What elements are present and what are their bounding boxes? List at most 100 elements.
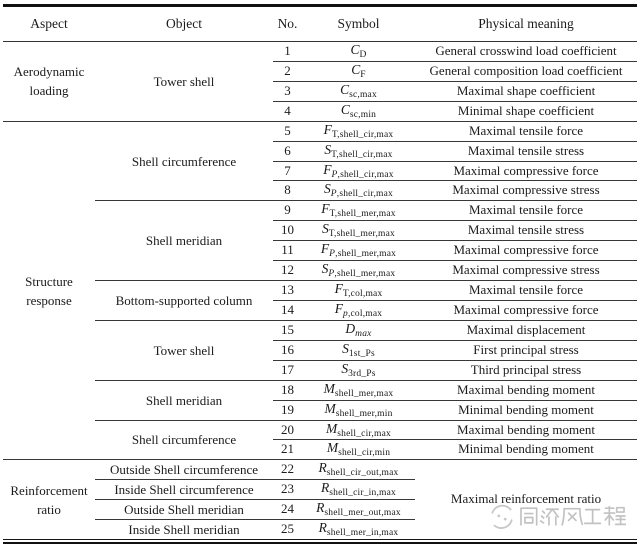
symbol: FP,shell_mer,max: [302, 240, 415, 261]
symbol-subscript: sc,min: [349, 109, 377, 120]
meaning-cell: Maximal bending moment: [415, 419, 637, 440]
aspect-cell: Reinforcement ratio: [3, 459, 95, 540]
meaning-cell: Maximal tensile force: [415, 280, 637, 301]
object-cell: Tower shell: [153, 73, 215, 89]
symbol: Fp,col,max: [302, 299, 415, 321]
table-row: 3 Csc,max Maximal shape coefficient: [3, 80, 637, 102]
table-row: 19 Mshell_mer,min Minimal bending moment: [3, 399, 637, 421]
row-number: 19: [273, 399, 302, 421]
table-row: 6 ST,shell_cir,max Maximal tensile stress: [3, 140, 637, 162]
symbol-base: F: [320, 241, 330, 257]
table-row: 21 Mshell_cir,min Minimal bending moment: [3, 439, 637, 460]
symbol-subscript: 1st_Ps: [348, 348, 375, 359]
symbol-subscript: shell_mer_out,max: [324, 508, 401, 519]
table-header: Aspect Object No. Symbol Physical meanin…: [3, 5, 637, 42]
row-number: 21: [273, 439, 302, 460]
table-row: 4 Csc,min Minimal shape coefficient: [3, 100, 637, 122]
symbol-base: R: [318, 460, 327, 476]
table-row: Structure response Shell circumference 5 FT…: [3, 120, 637, 460]
symbol-subscript-italic: P: [329, 249, 336, 260]
symbol: FT,shell_cir,max: [302, 120, 415, 142]
symbol-subscript: F: [360, 69, 366, 80]
aspect-cell: Structure response: [3, 120, 95, 460]
symbol-base: F: [321, 201, 330, 217]
symbol-base: M: [323, 380, 335, 396]
object-cell: Outside Shell meridian: [95, 499, 273, 520]
symbol-base: R: [316, 500, 325, 516]
symbol-base: S: [342, 340, 349, 356]
symbol-base: F: [334, 281, 343, 297]
table-body: Aerodynamic loading Tower shell 1 CD General…: [3, 42, 637, 540]
header-no: No.: [273, 5, 302, 42]
symbol: ST,shell_mer,max: [302, 220, 415, 241]
meaning-cell: Maximal tensile force: [415, 200, 637, 221]
table-row: 10 ST,shell_mer,max Maximal tensile stress: [3, 220, 637, 241]
symbol-subscript-italic: p: [342, 308, 348, 319]
symbol-subscript: shell_mer,max: [334, 388, 394, 399]
table-row: Bottom-supported column 13 FT,col,max Maxim…: [3, 280, 637, 321]
row-number: 3: [273, 80, 302, 102]
symbol-base: S: [323, 181, 331, 197]
symbol-subscript: shell_mer,min: [335, 408, 393, 419]
symbols-table: Aspect Object No. Symbol Physical meanin…: [3, 4, 637, 540]
symbol-subscript: T,col,max: [342, 289, 383, 300]
table-row: Shell meridian 18 Mshell_mer,max Maximal be…: [3, 379, 637, 421]
meaning-cell: Maximal displacement: [415, 319, 637, 341]
object-cell: Shell meridian: [95, 200, 273, 281]
header-object: Object: [95, 5, 273, 42]
table-row: 7 FP,shell_cir,max Maximal compressive for…: [3, 160, 637, 181]
symbol-base: R: [320, 480, 330, 496]
symbol: ST,shell_cir,max: [302, 140, 415, 162]
table-row: Inside Shell circumference 23 Rshell_cir_i…: [3, 479, 637, 500]
row-number: 22: [273, 459, 302, 480]
symbol: Mshell_mer,min: [302, 399, 415, 421]
table-row: 11 FP,shell_mer,max Maximal compressive fo…: [3, 240, 637, 261]
symbol-subscript-italic: P: [328, 269, 335, 280]
symbol: Rshell_cir_in,max: [302, 479, 415, 500]
symbol-subscript-italic: P: [331, 169, 338, 180]
symbol: Mshell_cir,max: [302, 419, 415, 440]
symbol-base: M: [324, 400, 336, 416]
header-row: Aspect Object No. Symbol Physical meanin…: [3, 5, 637, 42]
object-cell: Inside Shell circumference: [95, 479, 273, 500]
object-cell: Inside Shell meridian: [95, 519, 273, 540]
symbol-subscript: T,shell_mer,max: [329, 209, 396, 220]
row-number: 20: [273, 419, 302, 440]
symbol-subscript: ,shell_mer,max: [335, 249, 397, 260]
symbol: FT,shell_mer,max: [302, 200, 415, 221]
row-number: 7: [273, 160, 302, 181]
row-number: 1: [284, 42, 291, 58]
symbol: Rshell_mer_in,max: [302, 519, 415, 540]
meaning-cell: Minimal bending moment: [415, 399, 637, 421]
symbol-subscript: ,col,max: [347, 308, 383, 319]
symbol-base: D: [345, 320, 356, 336]
symbol-subscript: 3rd_Ps: [348, 368, 376, 379]
symbol: SP,shell_cir,max: [302, 180, 415, 201]
symbol-subscript: T,shell_cir,max: [331, 149, 393, 160]
row-number: 15: [273, 319, 302, 341]
row-number: 18: [273, 379, 302, 401]
symbol-subscript: T,shell_mer,max: [328, 229, 396, 240]
meaning-cell-merged: Maximal reinforcement ratio: [415, 459, 637, 540]
symbol: Rshell_cir_out,max: [302, 459, 415, 480]
table-row: 8 SP,shell_cir,max Maximal compressive str…: [3, 180, 637, 201]
symbol-subscript-italic: P: [330, 189, 337, 200]
header-aspect: Aspect: [3, 5, 95, 42]
row-number: 13: [273, 280, 302, 301]
symbol: S3rd_Ps: [302, 359, 415, 381]
table-row: Shell circumference 20 Mshell_cir,max Maxim…: [3, 419, 637, 460]
meaning-cell: Maximal tensile stress: [415, 220, 637, 241]
symbol-subscript: shell_mer_in,max: [326, 528, 399, 539]
row-number: 12: [273, 260, 302, 281]
object-cell: Bottom-supported column: [95, 280, 273, 321]
symbol: Mshell_cir,min: [302, 439, 415, 460]
row-number: 23: [273, 479, 302, 500]
symbol-base: C: [340, 81, 350, 97]
paper-table: Aspect Object No. Symbol Physical meanin…: [3, 4, 637, 545]
symbol: CF: [302, 60, 415, 82]
table-row: Reinforcement ratio Outside Shell circumf…: [3, 459, 637, 540]
symbol-base: S: [341, 360, 349, 376]
meaning-cell: General composition load coefficient: [415, 60, 637, 82]
symbol-subscript: shell_cir,min: [338, 448, 391, 459]
symbol-subscript: T,shell_cir,max: [331, 129, 394, 140]
